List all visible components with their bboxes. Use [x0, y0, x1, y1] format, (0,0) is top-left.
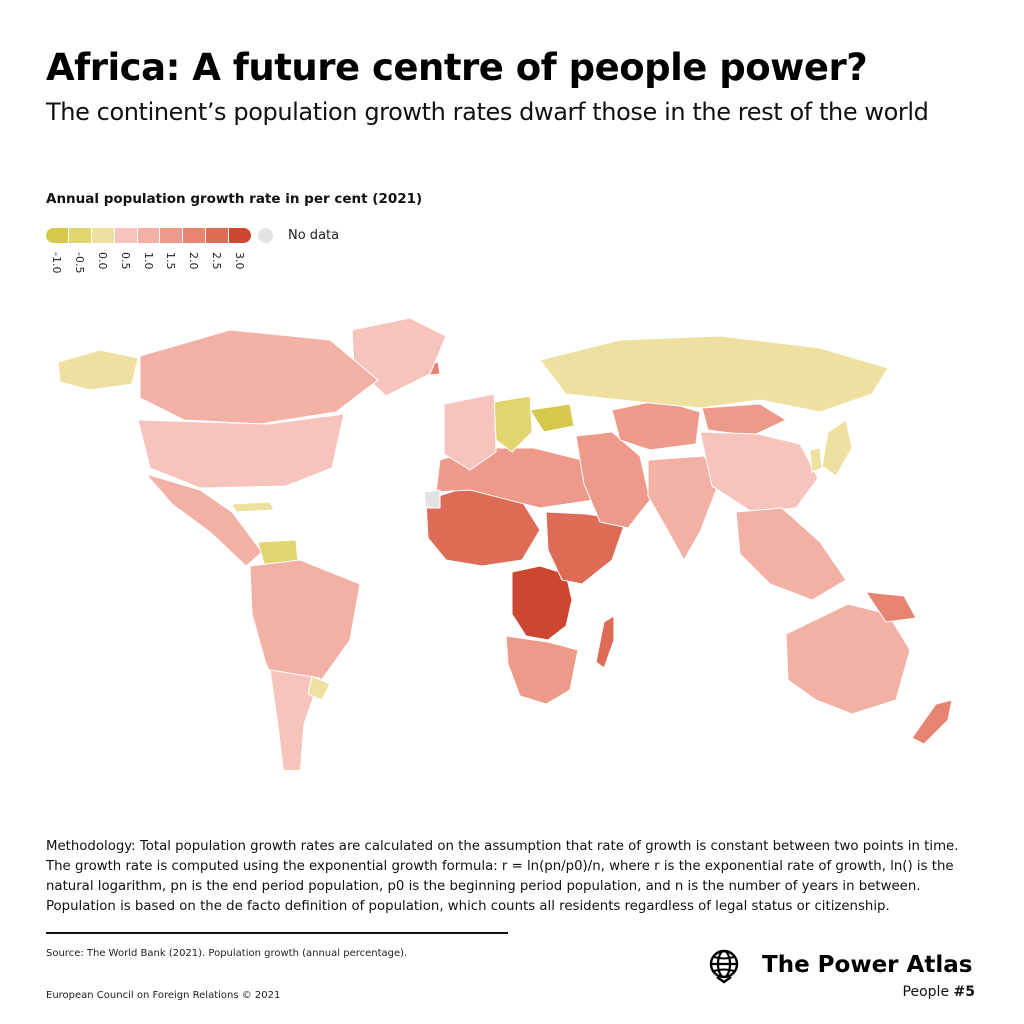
legend-title: Annual population growth rate in per cen…: [46, 191, 423, 207]
region-cuba: [231, 501, 275, 513]
region-korea: [809, 447, 823, 473]
legend-swatch: [183, 228, 207, 243]
region-central-africa: [511, 565, 573, 641]
legend-swatch: [46, 228, 69, 243]
page-subtitle: The continent’s population growth rates …: [46, 98, 929, 126]
legend-tick-label: 0.5: [118, 252, 132, 270]
region-canada: [139, 329, 379, 425]
legend-tick-label: 1.5: [164, 252, 178, 270]
legend-tick-label: -1.0: [50, 252, 64, 274]
series-label: People #5: [903, 984, 975, 1000]
series-number: #5: [953, 984, 975, 1000]
region-uruguay: [307, 675, 331, 701]
source-note: Source: The World Bank (2021). Populatio…: [46, 948, 408, 959]
legend-no-data-label: No data: [288, 228, 340, 243]
legend-tick-label: 2.5: [209, 252, 223, 270]
region-mongolia: [701, 403, 787, 437]
globe-icon: [709, 949, 739, 984]
region-china: [699, 431, 819, 513]
legend-tick-label: 0.0: [95, 252, 109, 270]
region-argentina-and-chile: [269, 669, 321, 770]
region-japan: [821, 419, 853, 477]
region-southeast-asia: [735, 507, 847, 601]
region-alaska: [57, 349, 139, 391]
legend-swatch: [229, 228, 251, 243]
world-map: [57, 317, 953, 770]
legend-swatch: [114, 228, 138, 243]
brand-name: The Power Atlas: [762, 952, 973, 978]
legend-swatch: [206, 228, 230, 243]
region-middle-east: [575, 431, 651, 529]
region-ukraine: [529, 403, 575, 433]
region-new-zealand: [911, 699, 953, 745]
region-eastern-europe: [493, 395, 533, 453]
region-western-sahara: [423, 489, 441, 509]
region-east-africa: [545, 511, 627, 585]
region-central-asia: [611, 399, 701, 451]
footer-divider: [46, 932, 508, 934]
region-russia: [539, 335, 889, 413]
legend-swatch: [68, 228, 92, 243]
legend-swatch: [137, 228, 161, 243]
legend-color-scale: [46, 228, 251, 243]
legend-tick-label: -0.5: [73, 252, 87, 274]
region-madagascar: [595, 615, 615, 669]
series-prefix: People: [902, 984, 950, 1000]
region-mexico-and-central-america: [145, 473, 263, 567]
legend-tick-label: 3.0: [232, 252, 246, 270]
region-southern-africa: [505, 635, 579, 705]
region-western-europe: [443, 393, 497, 471]
methodology-note: Methodology: Total population growth rat…: [46, 839, 959, 914]
legend-tick-label: 1.0: [141, 252, 155, 270]
legend-swatch: [160, 228, 184, 243]
legend-no-data-swatch: [258, 228, 273, 243]
page-title: Africa: A future centre of people power?: [46, 46, 868, 89]
region-australia: [785, 603, 911, 715]
region-united-states: [137, 413, 345, 489]
legend-swatch: [91, 228, 115, 243]
legend-tick-label: 2.0: [187, 252, 201, 270]
copyright-note: European Council on Foreign Relations © …: [46, 990, 281, 1001]
region-papua-new-guinea: [865, 591, 917, 623]
